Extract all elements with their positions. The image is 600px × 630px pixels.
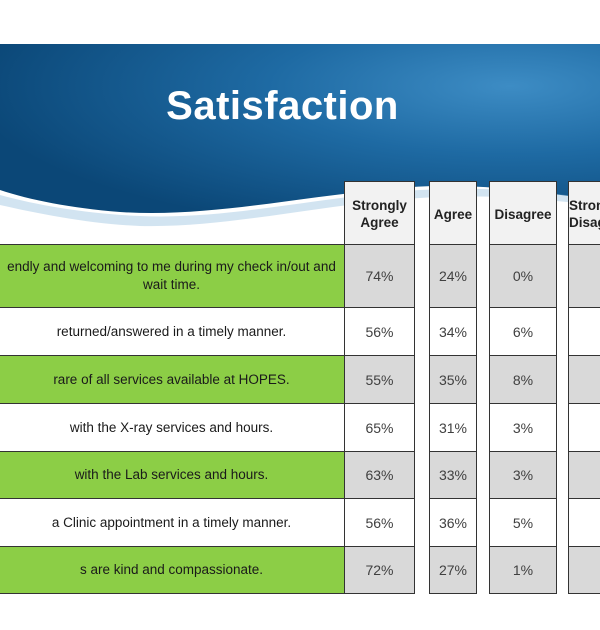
question-text: returned/answered in a timely manner. xyxy=(56,323,287,339)
question-text: with the Lab services and hours. xyxy=(74,467,269,482)
value-cell: 6% xyxy=(489,307,557,356)
value-cell: 24% xyxy=(429,244,477,308)
value-cell xyxy=(568,403,600,452)
value-cell: 56% xyxy=(344,307,415,356)
page-title: Satisfaction xyxy=(166,84,399,128)
column-header-label: Agree xyxy=(433,207,473,222)
title-banner: Satisfaction xyxy=(0,0,600,250)
value-cell: 63% xyxy=(344,451,415,499)
value-cell: 34% xyxy=(429,307,477,356)
question-text: s are kind and compassionate. xyxy=(79,562,264,577)
question-text: endly and welcoming to me during my chec… xyxy=(7,259,336,274)
value-cell xyxy=(568,355,600,404)
value-cell xyxy=(568,307,600,356)
value-cell xyxy=(568,546,600,594)
value-cell: 56% xyxy=(344,498,415,547)
question-cell: a Clinic appointment in a timely manner. xyxy=(0,498,346,547)
value-cell: 74% xyxy=(344,244,415,308)
value-cell: 0% xyxy=(489,244,557,308)
question-cell: with the X-ray services and hours. xyxy=(0,403,346,452)
value-cell: 55% xyxy=(344,355,415,404)
question-cell: s are kind and compassionate. xyxy=(0,546,346,594)
value-cell: 65% xyxy=(344,403,415,452)
value-cell xyxy=(568,498,600,547)
question-text: with the X-ray services and hours. xyxy=(69,419,274,435)
column-header-label: Disagree xyxy=(569,215,600,230)
column-header-label: Strongly xyxy=(569,198,600,213)
column-header: Disagree xyxy=(489,181,557,245)
question-cell: with the Lab services and hours. xyxy=(0,451,346,499)
value-cell xyxy=(568,244,600,308)
question-cell: returned/answered in a timely manner. xyxy=(0,307,346,356)
value-cell: 1% xyxy=(489,546,557,594)
column-header: Agree xyxy=(429,181,477,245)
column-header: Strongly Disagree xyxy=(568,181,600,245)
column-header: Strongly Agree xyxy=(344,181,415,245)
value-cell xyxy=(568,451,600,499)
value-cell: 36% xyxy=(429,498,477,547)
value-cell: 33% xyxy=(429,451,477,499)
value-cell: 3% xyxy=(489,451,557,499)
value-cell: 3% xyxy=(489,403,557,452)
value-cell: 27% xyxy=(429,546,477,594)
question-text: a Clinic appointment in a timely manner. xyxy=(51,514,292,530)
value-cell: 8% xyxy=(489,355,557,404)
question-text: rare of all services available at HOPES. xyxy=(53,371,290,387)
question-cell: endly and welcoming to me during my chec… xyxy=(0,244,346,308)
column-header-label: Disagree xyxy=(494,207,552,222)
value-cell: 35% xyxy=(429,355,477,404)
value-cell: 5% xyxy=(489,498,557,547)
value-cell: 72% xyxy=(344,546,415,594)
banner-background xyxy=(0,44,600,227)
value-cell: 31% xyxy=(429,403,477,452)
column-header-label: Agree xyxy=(360,215,399,230)
question-cell: rare of all services available at HOPES. xyxy=(0,355,346,404)
column-header-label: Strongly xyxy=(352,198,407,213)
question-text-continued: wait time. xyxy=(142,277,200,292)
